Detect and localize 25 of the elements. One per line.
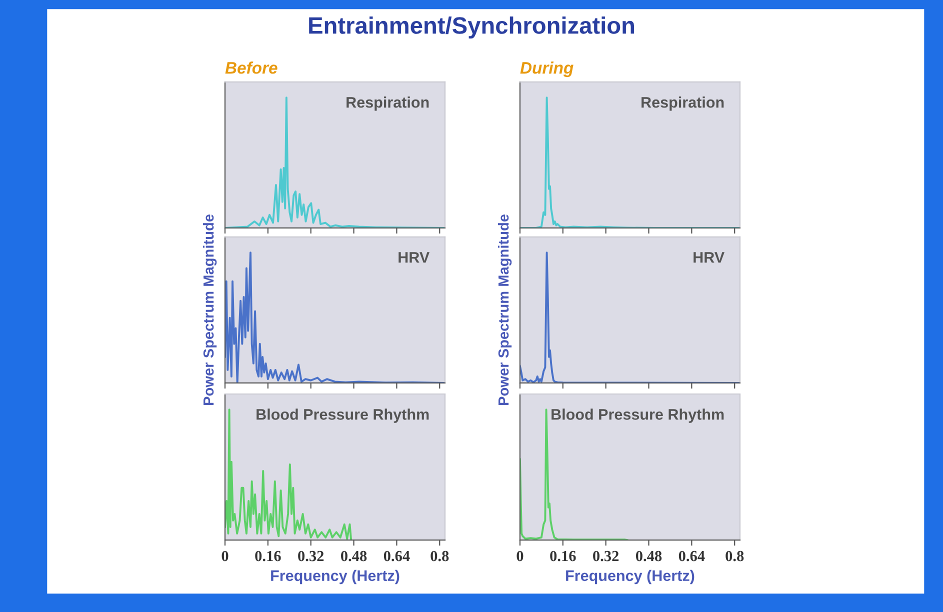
x-tick-label: 0.8 [430,550,449,562]
x-tick-label: 0.64 [678,550,705,562]
x-tick-label: 0.64 [384,550,410,562]
annotation: Blood Pressure Rhythm [552,408,724,423]
x-tick-label: 0.48 [340,550,367,562]
x-tick-label: 0.16 [550,550,576,562]
x-tick-label: 0.32 [593,550,619,562]
annotation: HRV [398,252,430,263]
y-axis-title: Power Spectrum Magnitude [498,214,512,406]
annotation: Respiration [642,96,724,111]
x-tick-label: 0 [222,550,228,562]
annotation: Respiration [346,96,429,111]
chart-subtitle: Before [225,62,278,74]
chart-subtitle: During [520,62,574,78]
x-tick-label: 0.8 [726,550,744,562]
x-tick-label: 0.48 [636,550,662,562]
x-axis-title: Frequency (Hertz) [566,570,694,584]
annotation: HRV [694,252,724,263]
annotation: Blood Pressure Rhythm [256,408,429,423]
x-tick-label: 0 [516,550,524,562]
x-axis-title: Frequency (Hertz) [271,570,400,584]
x-tick-label: 0.32 [298,550,324,562]
x-tick-label: 0.16 [255,550,281,562]
chart-title: Entrainment/Synchronization [309,16,634,39]
y-axis-title: Power Spectrum Magnitude [203,214,217,406]
